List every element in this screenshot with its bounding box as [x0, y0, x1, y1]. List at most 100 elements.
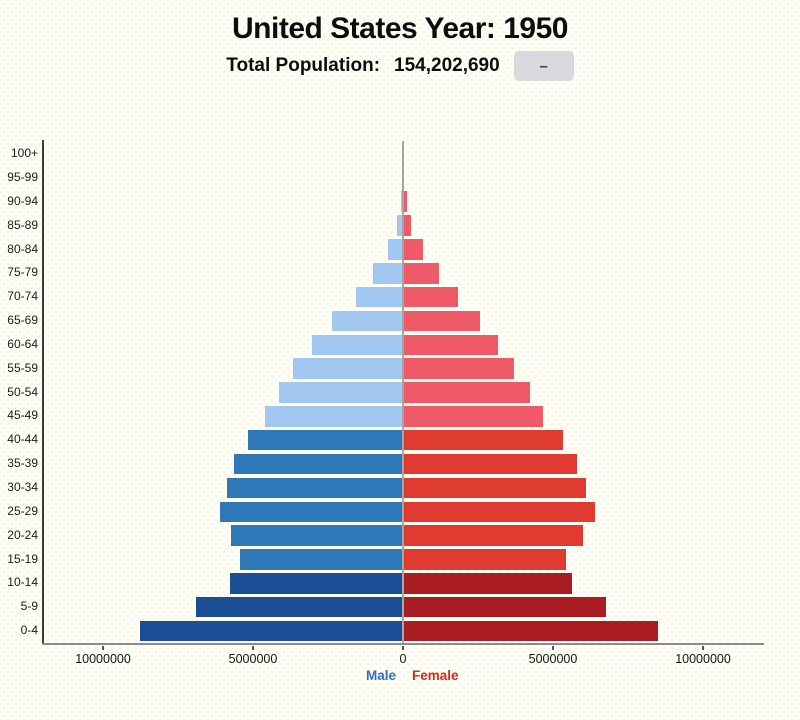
- age-label: 35-39: [7, 456, 38, 471]
- pyramid-row-5-9: 5-9: [0, 595, 800, 619]
- female-bar-80-84[interactable]: [403, 239, 424, 260]
- x-axis-tick: [402, 645, 404, 650]
- pyramid-row-15-19: 15-19: [0, 548, 800, 572]
- pyramid-row-30-34: 30-34: [0, 476, 800, 500]
- pyramid-row-10-14: 10-14: [0, 571, 800, 595]
- male-bar-5-9[interactable]: [196, 596, 403, 618]
- age-label: 5-9: [20, 599, 38, 614]
- male-bar-85-89[interactable]: [397, 215, 403, 236]
- female-bar-10-14[interactable]: [403, 573, 572, 594]
- male-bar-10-14[interactable]: [229, 573, 403, 594]
- x-axis-tick: [702, 645, 704, 650]
- pyramid-row-60-64: 60-64: [0, 333, 800, 357]
- female-bar-45-49[interactable]: [403, 406, 544, 427]
- male-bar-60-64[interactable]: [312, 334, 403, 356]
- y-axis-line: [42, 140, 44, 645]
- total-population-label: Total Population:: [226, 55, 381, 76]
- age-label: 45-49: [7, 408, 38, 423]
- age-label: 50-54: [7, 384, 38, 399]
- age-label: 60-64: [7, 336, 38, 351]
- female-bar-0-4[interactable]: [403, 620, 658, 642]
- x-axis-line: [42, 643, 764, 646]
- x-axis-tick-label: 10000000: [675, 652, 731, 666]
- age-label: 10-14: [7, 575, 38, 590]
- male-bar-50-54[interactable]: [279, 382, 403, 403]
- age-label: 65-69: [7, 313, 38, 328]
- age-label: 40-44: [7, 432, 38, 447]
- age-label: 85-89: [7, 217, 38, 232]
- pyramid-row-55-59: 55-59: [0, 357, 800, 381]
- female-bar-25-29[interactable]: [403, 501, 595, 523]
- x-axis-tick-label: 0: [399, 652, 407, 666]
- age-label: 15-19: [7, 551, 38, 566]
- male-bar-25-29[interactable]: [220, 501, 403, 523]
- female-bar-65-69[interactable]: [403, 310, 481, 332]
- pyramid-row-40-44: 40-44: [0, 428, 800, 452]
- collapse-toggle-button[interactable]: –: [513, 51, 574, 81]
- x-axis-tick-label: 10000000: [75, 652, 131, 666]
- x-axis-tick-label: 5000000: [528, 652, 578, 666]
- male-bar-70-74[interactable]: [355, 286, 403, 308]
- female-bar-15-19[interactable]: [403, 549, 566, 570]
- pyramid-row-20-24: 20-24: [0, 524, 800, 548]
- female-bar-20-24[interactable]: [403, 525, 583, 546]
- male-bar-55-59[interactable]: [292, 358, 403, 379]
- age-label: 95-99: [7, 169, 38, 184]
- male-bar-90-94[interactable]: [400, 191, 403, 212]
- x-axis-tick: [552, 645, 554, 650]
- pyramid-row-80-84: 80-84: [0, 238, 800, 262]
- female-bar-75-79[interactable]: [403, 263, 439, 284]
- male-bar-0-4[interactable]: [139, 620, 403, 642]
- pyramid-row-70-74: 70-74: [0, 285, 800, 309]
- age-label: 0-4: [20, 623, 38, 638]
- age-label: 80-84: [7, 241, 38, 256]
- age-label: 100+: [10, 146, 38, 161]
- female-bar-55-59[interactable]: [403, 358, 514, 379]
- pyramid-row-65-69: 65-69: [0, 309, 800, 333]
- legend-male-label: Male: [365, 668, 396, 683]
- x-axis-tick: [252, 645, 254, 650]
- pyramid-row-75-79: 75-79: [0, 261, 800, 285]
- male-bar-75-79[interactable]: [373, 263, 403, 284]
- male-bar-80-84[interactable]: [388, 239, 403, 260]
- female-bar-85-89[interactable]: [403, 215, 412, 236]
- male-bar-15-19[interactable]: [240, 549, 403, 570]
- male-bar-40-44[interactable]: [247, 429, 403, 451]
- pyramid-row-85-89: 85-89: [0, 214, 800, 238]
- total-population-value: 154,202,690: [394, 55, 500, 76]
- pyramid-row-0-4: 0-4: [0, 619, 800, 643]
- male-bar-35-39[interactable]: [234, 453, 403, 475]
- pyramid-row-90-94: 90-94: [0, 190, 800, 214]
- pyramid-row-45-49: 45-49: [0, 404, 800, 428]
- female-bar-50-54[interactable]: [403, 382, 530, 403]
- male-bar-45-49[interactable]: [265, 406, 403, 427]
- male-bar-65-69[interactable]: [331, 310, 403, 332]
- female-bar-5-9[interactable]: [403, 596, 607, 618]
- x-axis-tick-label: 5000000: [228, 652, 278, 666]
- female-bar-40-44[interactable]: [403, 429, 563, 451]
- pyramid-row-100+: 100+: [0, 142, 800, 166]
- female-bar-70-74[interactable]: [403, 286, 458, 308]
- male-bar-20-24[interactable]: [231, 525, 403, 546]
- total-population-row: Total Population: 154,202,690 –: [0, 50, 800, 82]
- female-bar-30-34[interactable]: [403, 477, 586, 499]
- legend-female-label: Female: [412, 668, 459, 683]
- female-bar-35-39[interactable]: [403, 453, 577, 475]
- female-bar-90-94[interactable]: [403, 191, 408, 212]
- zero-gridline: [402, 141, 404, 643]
- age-label: 70-74: [7, 289, 38, 304]
- age-label: 20-24: [7, 527, 38, 542]
- pyramid-row-95-99: 95-99: [0, 166, 800, 190]
- age-label: 55-59: [7, 360, 38, 375]
- female-bar-60-64[interactable]: [403, 334, 499, 356]
- pyramid-row-50-54: 50-54: [0, 381, 800, 405]
- age-label: 30-34: [7, 480, 38, 494]
- male-bar-30-34[interactable]: [226, 477, 403, 499]
- age-label: 75-79: [7, 265, 38, 280]
- age-label: 25-29: [7, 503, 38, 518]
- x-axis-tick: [102, 645, 104, 650]
- age-label: 90-94: [7, 193, 38, 208]
- page-title: United States Year: 1950: [232, 12, 568, 45]
- pyramid-row-25-29: 25-29: [0, 500, 800, 524]
